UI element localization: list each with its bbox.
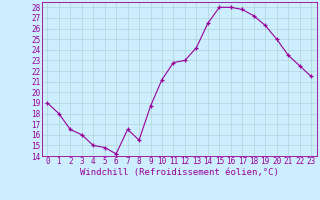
- X-axis label: Windchill (Refroidissement éolien,°C): Windchill (Refroidissement éolien,°C): [80, 168, 279, 177]
